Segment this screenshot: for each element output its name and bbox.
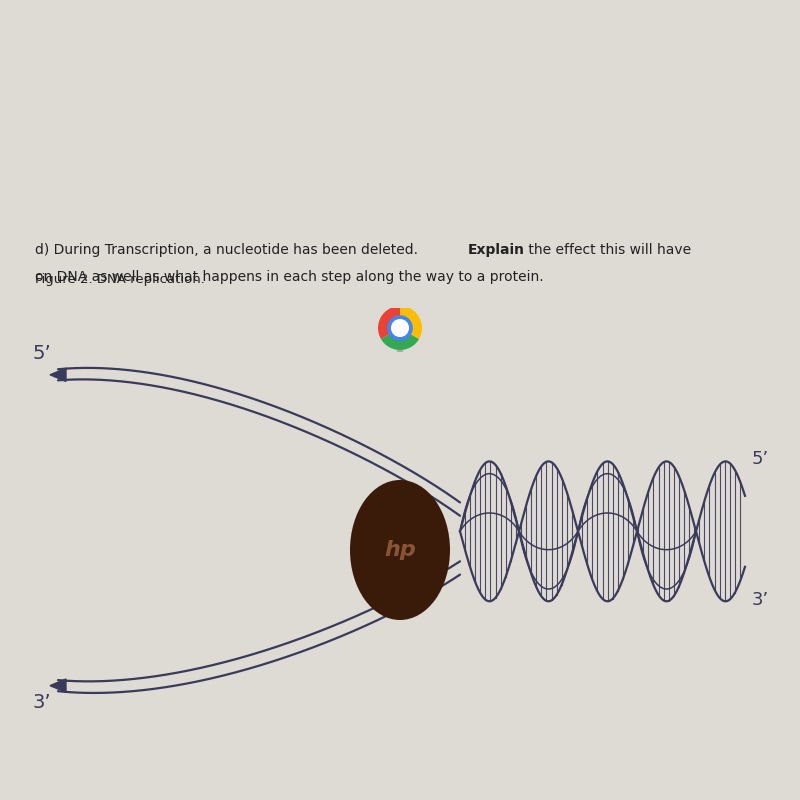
Text: Figure 2. DNA replication.: Figure 2. DNA replication. [35, 273, 205, 286]
Text: 3’: 3’ [752, 591, 770, 609]
Text: 3’: 3’ [32, 693, 50, 712]
Text: d) During Transcription, a nucleotide has been deleted.: d) During Transcription, a nucleotide ha… [35, 243, 422, 257]
Text: the effect this will have: the effect this will have [524, 243, 691, 257]
Wedge shape [400, 306, 422, 339]
Ellipse shape [350, 480, 450, 620]
Text: hp: hp [384, 540, 416, 560]
Circle shape [392, 320, 408, 336]
Text: 5’: 5’ [752, 450, 770, 468]
Polygon shape [50, 368, 66, 382]
Wedge shape [378, 306, 400, 339]
Polygon shape [50, 679, 66, 692]
Wedge shape [381, 328, 419, 350]
Circle shape [388, 316, 412, 340]
Text: Explain: Explain [468, 243, 525, 257]
Text: 5’: 5’ [32, 344, 50, 363]
Text: on DNA as well as what happens in each step along the way to a protein.: on DNA as well as what happens in each s… [35, 270, 544, 284]
